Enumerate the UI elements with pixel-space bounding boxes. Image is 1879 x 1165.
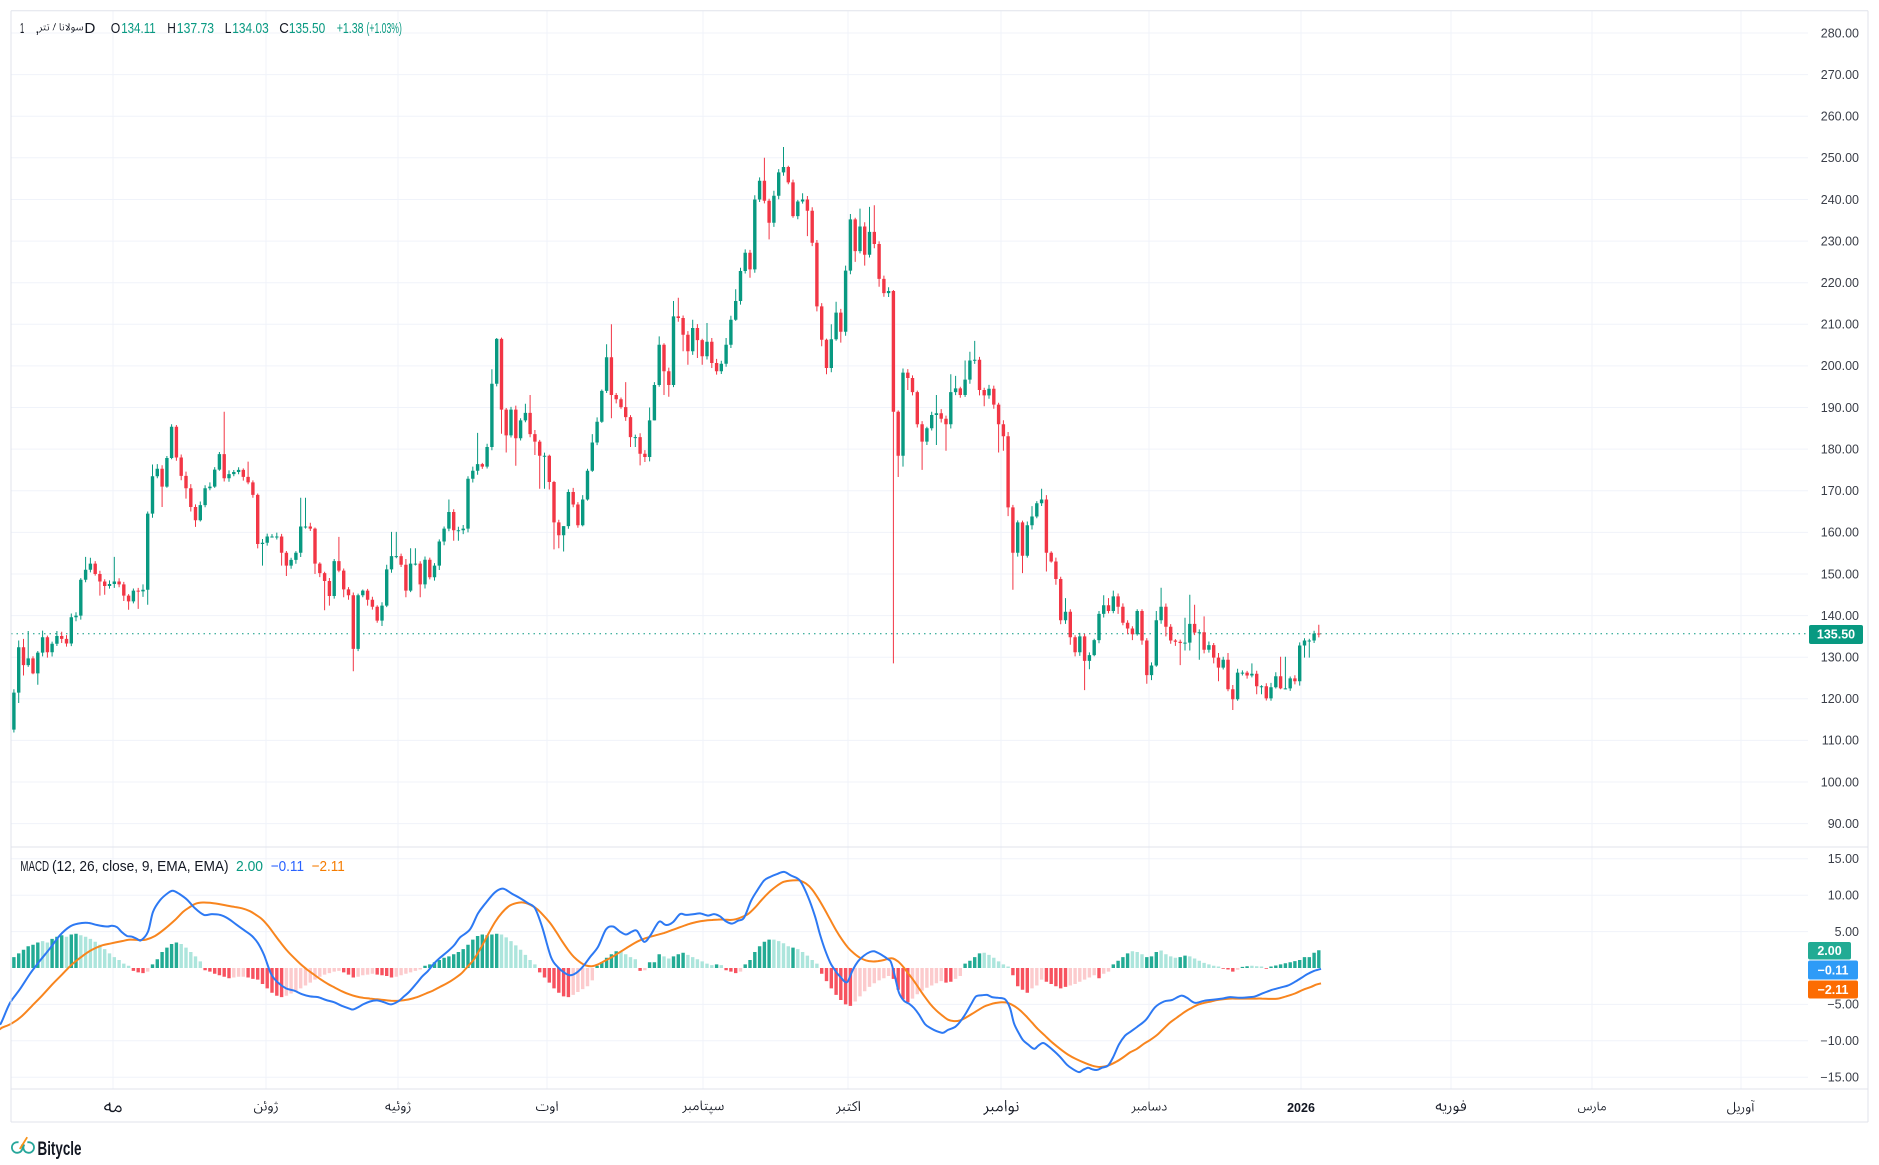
svg-text:137.73: 137.73 [177,20,214,37]
svg-text:2026: 2026 [1287,1101,1315,1115]
svg-text:−10.00: −10.00 [1820,1034,1859,1048]
svg-text:−0.11: −0.11 [1818,963,1849,977]
svg-text:260.00: 260.00 [1821,110,1859,124]
svg-text:L: L [225,20,232,37]
svg-text:140.00: 140.00 [1821,609,1859,623]
svg-text:120.00: 120.00 [1821,692,1859,706]
svg-text:240.00: 240.00 [1821,193,1859,207]
svg-text:280.00: 280.00 [1821,26,1859,40]
svg-text:(+1.03%): (+1.03%) [367,20,402,37]
svg-text:200.00: 200.00 [1821,359,1859,373]
svg-text:180.00: 180.00 [1821,442,1859,456]
svg-text:130.00: 130.00 [1821,651,1859,665]
svg-text:,: , [35,20,39,37]
svg-text:210.00: 210.00 [1821,318,1859,332]
svg-text:−5.00: −5.00 [1827,998,1859,1012]
svg-text:230.00: 230.00 [1821,234,1859,248]
svg-text:2.00: 2.00 [236,858,263,875]
svg-text:134.03: 134.03 [232,20,268,37]
svg-text:150.00: 150.00 [1821,567,1859,581]
svg-text:MACD: MACD [20,858,49,875]
svg-text:−2.11: −2.11 [312,858,345,875]
svg-text:1: 1 [20,20,24,37]
svg-text:2.00: 2.00 [1817,944,1841,958]
svg-text:5.00: 5.00 [1835,925,1859,939]
svg-text:170.00: 170.00 [1821,484,1859,498]
svg-text:O: O [111,20,121,37]
svg-text:270.00: 270.00 [1821,68,1859,82]
svg-text:134.11: 134.11 [121,20,156,37]
svg-text:D: D [84,20,95,37]
svg-text:+1.38: +1.38 [337,20,364,37]
svg-text:220.00: 220.00 [1821,276,1859,290]
svg-text:90.00: 90.00 [1828,817,1859,831]
svg-text:−2.11: −2.11 [1818,983,1849,997]
svg-text:135.50: 135.50 [289,20,325,37]
svg-text:100.00: 100.00 [1821,775,1859,789]
svg-text:−15.00: −15.00 [1820,1071,1859,1085]
svg-text:135.50: 135.50 [1817,628,1855,642]
svg-text:10.00: 10.00 [1828,889,1859,903]
svg-text:Bitycle: Bitycle [38,1139,82,1160]
svg-text:160.00: 160.00 [1821,526,1859,540]
svg-text:250.00: 250.00 [1821,151,1859,165]
svg-text:−0.11: −0.11 [271,858,304,875]
svg-text:190.00: 190.00 [1821,401,1859,415]
svg-text:(12, 26, close, 9, EMA, EMA): (12, 26, close, 9, EMA, EMA) [52,858,229,875]
svg-text:C: C [279,20,289,37]
svg-text:H: H [167,20,176,37]
svg-text:15.00: 15.00 [1828,852,1859,866]
svg-text:110.00: 110.00 [1822,734,1859,748]
